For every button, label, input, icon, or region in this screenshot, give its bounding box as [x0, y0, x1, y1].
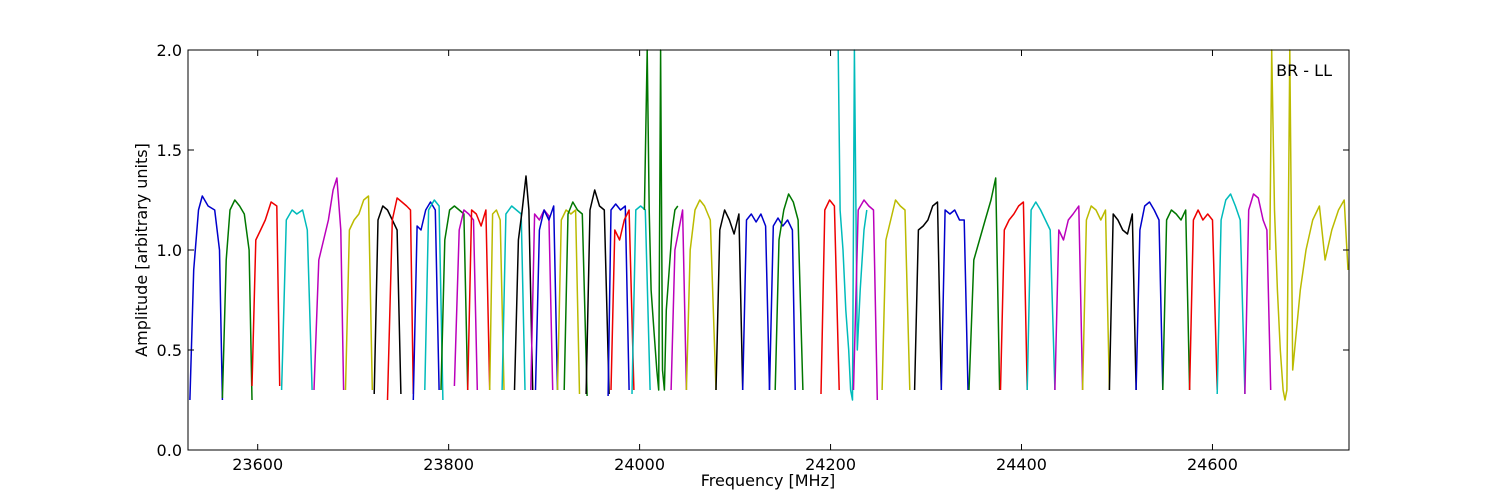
plot-frame	[187, 49, 1350, 451]
series-line-26	[685, 199, 717, 391]
series-line-29	[768, 217, 796, 391]
series-line-28	[741, 213, 771, 391]
y-tick-label: 2.0	[157, 41, 182, 60]
series-line-16	[530, 209, 554, 391]
x-tick-label: 24400	[996, 455, 1047, 474]
series-line-8	[412, 201, 440, 401]
series-line-22	[610, 209, 635, 391]
y-tick-label: 1.5	[157, 141, 182, 160]
series-line-30	[774, 193, 804, 391]
series-line-32	[837, 49, 868, 401]
series-line-45	[1188, 209, 1218, 391]
series-line-35	[913, 201, 943, 391]
series-line-10	[440, 205, 469, 391]
series-line-13	[488, 209, 505, 391]
y-tick-label: 0.5	[157, 341, 182, 360]
series-line-41	[1081, 205, 1111, 391]
annotation-label: BR - LL	[1276, 61, 1332, 80]
series-line-43	[1135, 201, 1164, 391]
series-line-23	[631, 205, 651, 395]
series-line-33	[852, 199, 879, 401]
series-line-7	[386, 197, 415, 401]
series-line-6	[373, 205, 402, 395]
ticks-layer: 23600 23800 24000 24200 24400 24600 0.0 0.5 1.0 1…	[157, 41, 1349, 474]
series-line-4	[313, 177, 345, 391]
series-line-20	[585, 189, 610, 395]
series-line-15	[513, 175, 534, 391]
series-line-0	[189, 195, 224, 401]
x-tick-label: 23600	[232, 455, 283, 474]
y-tick-label: 0.0	[157, 441, 182, 460]
x-axis-label: Frequency [MHz]	[701, 471, 835, 490]
series-line-34	[881, 199, 911, 391]
x-tick-label: 24000	[614, 455, 665, 474]
series-line-14	[501, 205, 526, 391]
series-line-36	[940, 209, 969, 391]
series-line-48	[1269, 49, 1349, 401]
x-tick-label: 23800	[423, 455, 474, 474]
series-line-47	[1244, 193, 1272, 395]
series-line-19	[563, 201, 588, 397]
series-line-39	[1026, 201, 1056, 391]
series-line-5	[344, 195, 374, 391]
series-line-11	[453, 209, 479, 391]
y-axis-label: Amplitude [arbitrary units]	[132, 143, 151, 357]
series-line-3	[280, 209, 313, 391]
series-line-12	[466, 209, 491, 391]
series-line-46	[1216, 193, 1246, 395]
series-line-21	[607, 203, 630, 397]
x-tick-label: 24600	[1187, 455, 1238, 474]
x-tick-label: 24200	[805, 455, 856, 474]
series-line-31	[820, 199, 840, 395]
series-line-9	[424, 199, 444, 401]
series-line-27	[715, 209, 744, 391]
series-line-25	[670, 209, 688, 391]
series-line-40	[1054, 205, 1084, 391]
series-line-42	[1108, 213, 1137, 391]
series-line-2	[251, 201, 281, 387]
series-line-37	[968, 177, 1001, 391]
series-layer	[189, 49, 1349, 401]
series-line-18	[556, 209, 581, 395]
series-line-44	[1162, 209, 1191, 391]
series-line-1	[221, 199, 253, 401]
series-line-38	[999, 201, 1028, 391]
series-line-17	[534, 205, 559, 391]
y-tick-label: 1.0	[157, 241, 182, 260]
